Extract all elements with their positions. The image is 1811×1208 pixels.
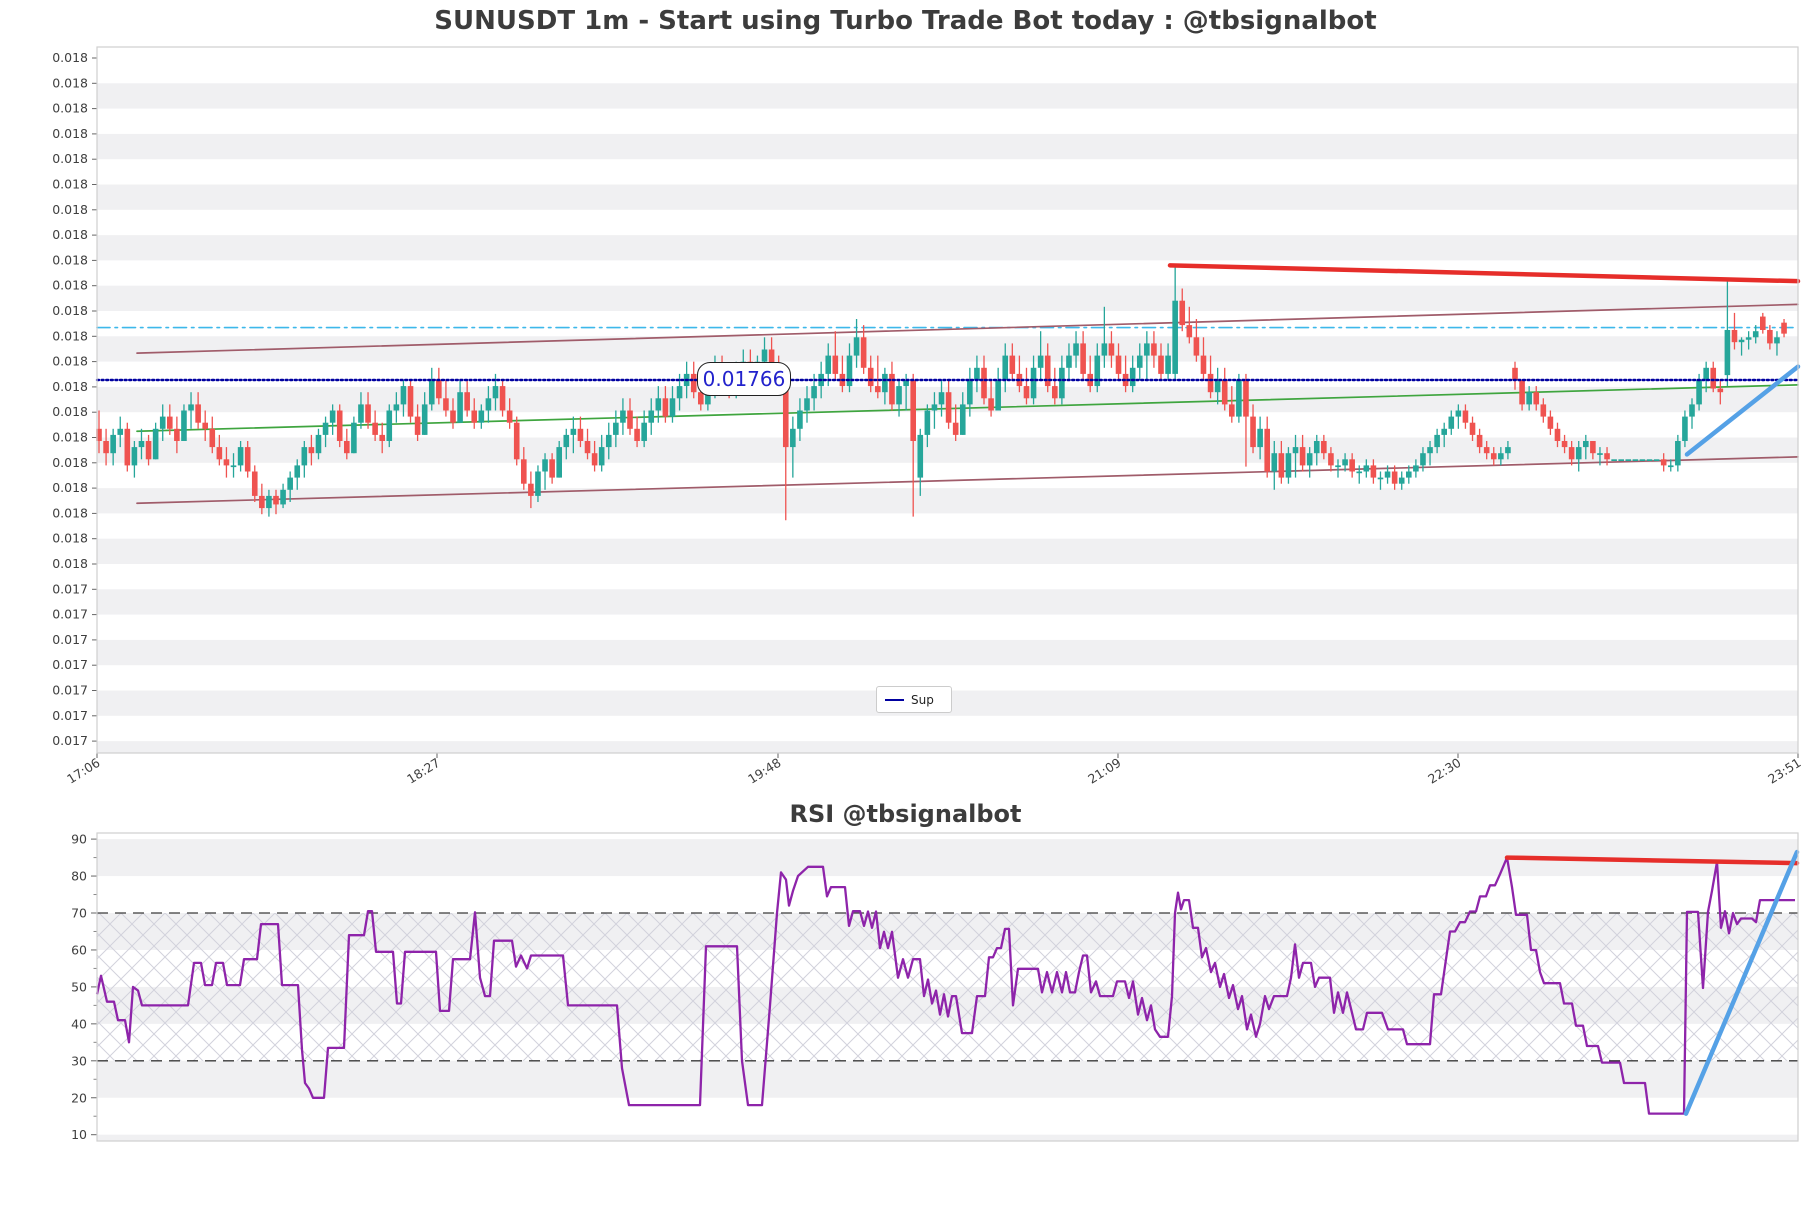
svg-text:0.018: 0.018 — [52, 480, 88, 495]
svg-text:0.018: 0.018 — [52, 328, 88, 343]
svg-text:0.018: 0.018 — [52, 50, 88, 65]
svg-text:0.018: 0.018 — [52, 505, 88, 520]
svg-text:17:06: 17:06 — [64, 755, 103, 787]
svg-text:0.018: 0.018 — [52, 556, 88, 571]
svg-text:21:09: 21:09 — [1085, 755, 1124, 787]
svg-text:0.017: 0.017 — [52, 581, 88, 596]
svg-text:30: 30 — [71, 1053, 87, 1068]
svg-text:0.018: 0.018 — [52, 75, 88, 90]
price-chart: 0.018 0.018 0.018 0.018 0.018 0.018 0.018 0.018… — [52, 46, 1804, 787]
svg-text:0.017: 0.017 — [52, 708, 88, 723]
svg-text:0.017: 0.017 — [52, 657, 88, 672]
svg-text:0.017: 0.017 — [52, 683, 88, 698]
rsi-breakout-line — [1683, 849, 1800, 1116]
legend-label: Sup — [911, 692, 934, 707]
svg-text:23:51: 23:51 — [1765, 755, 1804, 787]
resistance-trend-line — [1167, 263, 1801, 284]
rsi-neutral-zone — [97, 913, 1798, 1061]
svg-text:22:30: 22:30 — [1425, 755, 1464, 787]
breakout-trend-line — [1684, 364, 1801, 457]
svg-text:0.018: 0.018 — [52, 404, 88, 419]
support-price-value: 0.01766 — [702, 367, 786, 391]
svg-text:20: 20 — [71, 1090, 87, 1105]
support-line-legend-marker — [885, 698, 904, 701]
svg-text:0.018: 0.018 — [52, 227, 88, 242]
svg-text:0.017: 0.017 — [52, 632, 88, 647]
svg-text:0.018: 0.018 — [52, 101, 88, 116]
svg-text:90: 90 — [71, 832, 87, 847]
channel-lower-line — [136, 456, 1799, 505]
svg-text:0.018: 0.018 — [52, 379, 88, 394]
svg-text:0.018: 0.018 — [52, 151, 88, 166]
svg-text:10: 10 — [71, 1127, 87, 1142]
svg-text:60: 60 — [71, 942, 87, 957]
svg-text:0.017: 0.017 — [52, 607, 88, 622]
rsi-chart: 90 80 70 60 50 40 30 20 10 — [71, 832, 1800, 1142]
svg-text:0.018: 0.018 — [52, 455, 88, 470]
svg-text:19:48: 19:48 — [745, 755, 784, 787]
svg-text:50: 50 — [71, 979, 87, 994]
channel-upper-line — [136, 303, 1799, 355]
svg-text:0.018: 0.018 — [52, 252, 88, 267]
legend: Sup — [876, 686, 952, 713]
svg-text:40: 40 — [71, 1016, 87, 1031]
svg-text:80: 80 — [71, 869, 87, 884]
svg-text:0.018: 0.018 — [52, 126, 88, 141]
svg-text:0.018: 0.018 — [52, 177, 88, 192]
support-price-label: 0.01766 — [697, 362, 791, 396]
rsi-resistance-line — [1504, 855, 1800, 866]
svg-text:0.017: 0.017 — [52, 733, 88, 748]
svg-text:18:27: 18:27 — [404, 755, 443, 787]
svg-text:0.018: 0.018 — [52, 430, 88, 445]
svg-text:0.018: 0.018 — [52, 278, 88, 293]
rsi-series-line — [95, 856, 1795, 1115]
svg-text:0.018: 0.018 — [52, 202, 88, 217]
svg-text:0.018: 0.018 — [52, 531, 88, 546]
svg-text:70: 70 — [71, 906, 87, 921]
svg-text:0.018: 0.018 — [52, 303, 88, 318]
candles — [96, 264, 1787, 521]
svg-text:0.018: 0.018 — [52, 354, 88, 369]
